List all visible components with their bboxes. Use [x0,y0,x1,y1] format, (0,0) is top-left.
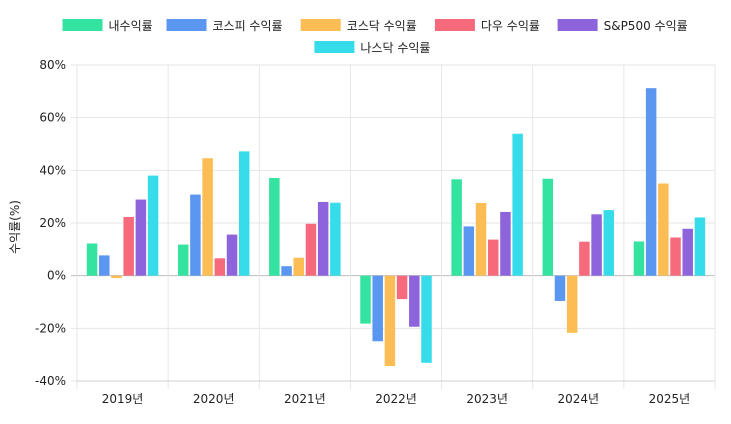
bar[interactable] [542,178,554,276]
legend-swatch[interactable] [434,19,475,31]
legend-swatch[interactable] [314,41,355,53]
y-tick-label: 0% [47,269,66,283]
y-tick-label: 40% [39,163,66,177]
bar[interactable] [645,88,657,276]
bar[interactable] [451,179,462,276]
bar[interactable] [269,177,280,276]
x-tick-label: 2025년 [649,392,691,406]
bar[interactable] [603,210,615,276]
legend-label[interactable]: 코스닥 수익률 [347,19,417,33]
bar[interactable] [658,183,669,276]
bar[interactable] [330,202,341,276]
bar[interactable] [384,275,396,366]
legend-label[interactable]: 다우 수익률 [481,19,540,33]
bar[interactable] [421,275,432,363]
x-tick-label: 2021년 [284,392,326,406]
y-axis-label: 수익률(%) [8,200,22,254]
bar[interactable] [360,275,371,324]
bar[interactable] [177,244,189,276]
y-tick-label: 60% [39,111,66,125]
bar[interactable] [293,257,305,276]
bar[interactable] [475,202,487,276]
bar[interactable] [500,211,511,276]
bar[interactable] [372,275,383,342]
bar[interactable] [147,175,159,276]
x-tick-label: 2020년 [193,392,235,406]
bar[interactable] [591,214,602,276]
bar[interactable] [682,228,693,276]
bar[interactable] [190,194,201,276]
bar[interactable] [554,275,566,301]
bar[interactable] [86,243,98,276]
bars [86,88,706,366]
y-tick-label: 80% [39,58,66,72]
bar[interactable] [305,223,317,276]
legend-label[interactable]: 나스닥 수익률 [360,41,430,55]
bar[interactable] [670,237,681,276]
legend-label[interactable]: 내수익률 [109,19,153,33]
bar[interactable] [409,275,420,327]
legend-label[interactable]: S&P500 수익률 [604,19,688,33]
bar[interactable] [99,255,110,276]
legend-swatch[interactable] [300,19,341,31]
y-tick-label: -20% [35,321,66,335]
bar[interactable] [633,241,645,276]
bar[interactable] [111,275,122,279]
bar[interactable] [566,275,578,333]
bar[interactable] [202,158,213,276]
bar[interactable] [396,275,408,300]
legend-swatch[interactable] [557,19,598,31]
legend-label[interactable]: 코스피 수익률 [213,19,283,33]
bar[interactable] [214,258,226,276]
y-tick-label: 20% [39,216,66,230]
bar[interactable] [123,216,134,276]
legend-swatch[interactable] [166,19,207,31]
bar[interactable] [281,266,292,276]
axes: -40% -20% 0% 20% 40% 60% 80% 2019년 2020년 2021년 202… [35,58,715,406]
x-tick-label: 2023년 [466,392,508,406]
x-tick-label: 2022년 [375,392,417,406]
x-tick-label: 2019년 [102,392,144,406]
y-tick-label: -40% [35,374,66,388]
legend-swatch[interactable] [62,19,103,31]
bar[interactable] [694,217,706,276]
bar[interactable] [317,201,329,276]
bar[interactable] [135,199,147,276]
bar[interactable] [226,234,238,276]
bar[interactable] [512,133,523,276]
bar[interactable] [487,239,499,276]
x-tick-label: 2024년 [557,392,599,406]
bar[interactable] [238,151,250,276]
bar[interactable] [463,226,475,276]
bar[interactable] [579,241,590,276]
